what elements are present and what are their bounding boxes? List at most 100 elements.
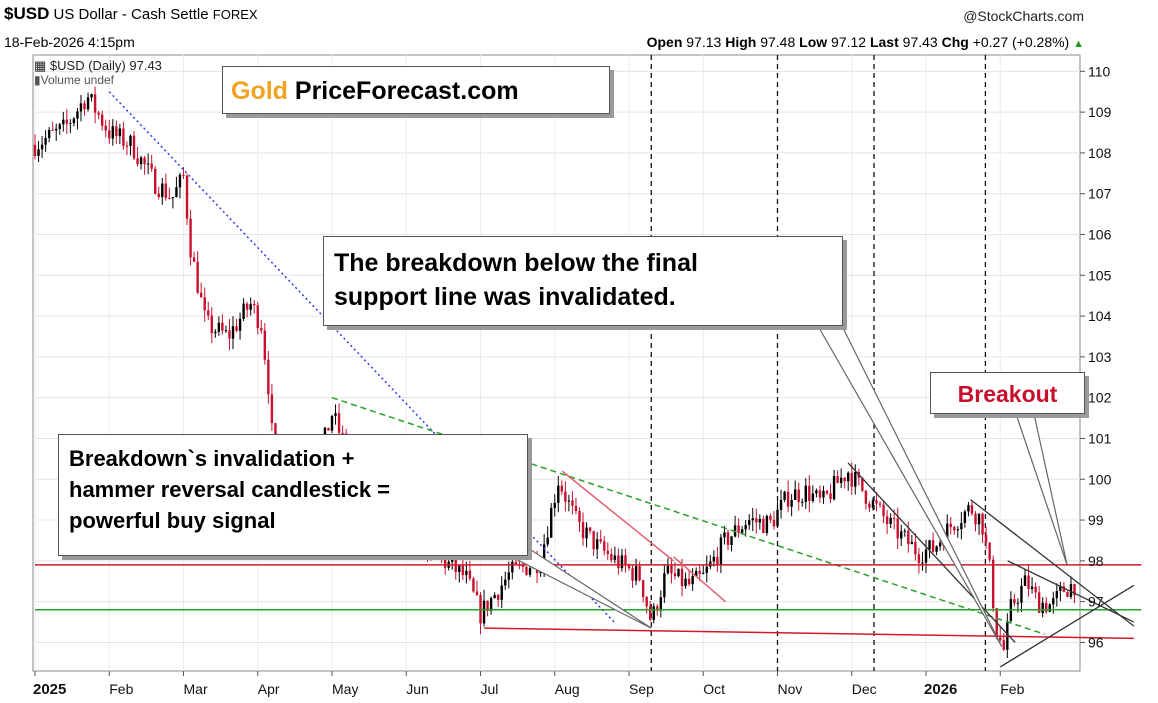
breakout-label: Breakout [930,372,1085,414]
candle-up [928,540,931,550]
candle-up [1020,585,1023,603]
candle-down [627,565,631,569]
candle-up [694,570,698,577]
y-tick-label: 96 [1088,634,1104,650]
candle-down [203,297,206,311]
candle-down [999,637,1002,641]
candle-up [751,518,754,521]
candle-down [581,522,585,539]
candle-up [146,163,150,165]
chg-label: Chg [941,34,969,50]
candle-down [988,542,991,560]
candle-down [461,565,465,576]
candle-up [666,565,670,574]
legend-series: ▦ $USD (Daily) 97.43 [34,58,162,73]
candle-down [726,532,730,545]
open-label: Open [646,34,683,50]
candle-down [698,570,701,574]
candle-up [744,524,747,530]
candle-up [1055,590,1059,599]
candle-down [196,261,199,293]
candle-up [889,517,892,524]
breakout-wedge-upper [999,584,1135,668]
bar-chart-icon: ▮ [34,73,41,87]
candle-down [1034,586,1037,593]
candle-down [154,168,157,194]
logo-rest: PriceForecast.com [294,77,519,105]
candle-down [182,174,185,176]
chart-title: $USD US Dollar - Cash Settle FOREX [4,4,258,24]
candle-up [924,549,928,563]
candle-down [108,130,111,139]
low-value: 97.12 [831,34,867,50]
candle-up [709,561,712,567]
candle-down [762,518,765,533]
candle-up [854,471,857,487]
candle-up [214,331,217,334]
y-tick-label: 109 [1088,104,1112,120]
stockcharts-credit[interactable]: @StockCharts.com [963,8,1084,24]
y-tick-label: 103 [1088,349,1112,365]
y-tick-label: 106 [1088,226,1112,242]
candle-up [111,126,114,139]
legend-volume: ▮Volume undef [34,73,162,88]
candle-up [482,600,486,624]
candle-up [811,493,815,501]
candle-up [567,500,571,502]
candle-up [677,568,680,577]
candle-down [606,550,609,554]
candle-up [847,472,850,482]
candle-down [680,568,684,587]
note-line: support line was invalidated. [334,283,676,311]
candle-up [903,530,906,532]
candle-up [493,594,496,598]
candle-down [981,513,984,535]
candle-down [199,292,203,298]
y-tick-label: 102 [1088,390,1112,406]
candle-up [528,568,532,575]
candle-down [143,157,146,165]
candle-up [1048,604,1051,612]
x-tick-label: Aug [555,681,580,697]
candle-down [836,476,839,484]
ohlc-readout: Open 97.13 High 97.48 Low 97.12 Last 97.… [647,34,1084,50]
candle-up [500,585,503,600]
candle-down [192,257,196,262]
candle-down [1073,584,1076,596]
chart-legend: ▦ $USD (Daily) 97.43 ▮Volume undef [34,58,162,88]
candle-down [115,126,118,137]
candle-up [620,555,624,569]
candle-up [161,183,164,197]
candle-down [525,566,528,575]
candle-up [691,576,694,585]
x-tick-label: Feb [1000,681,1024,697]
candle-up [139,157,143,165]
candle-up [242,303,245,319]
candle-down [914,541,917,555]
candle-down [808,485,811,501]
note-line: powerful buy signal [69,508,276,533]
y-tick-label: 97 [1088,594,1104,610]
y-tick-label: 100 [1088,471,1112,487]
x-tick-label: Sep [629,681,654,697]
candle-up [1069,584,1073,597]
legend-series-label: $USD (Daily) 97.43 [49,58,162,73]
candle-down [864,490,868,504]
candle-up [910,541,914,545]
x-tick-label: Apr [258,681,280,697]
candle-down [610,553,613,561]
candle-down [221,322,224,331]
candle-down [1045,602,1048,612]
candle-up [663,573,666,598]
candle-up [684,578,687,587]
candle-up [504,579,507,586]
candle-down [560,485,564,492]
candle-down [136,158,139,165]
candle-up [938,542,942,547]
candle-up [719,537,723,565]
candle-down [878,503,882,505]
candle-down [327,427,330,431]
candle-up [900,531,903,539]
candle-down [882,504,885,517]
